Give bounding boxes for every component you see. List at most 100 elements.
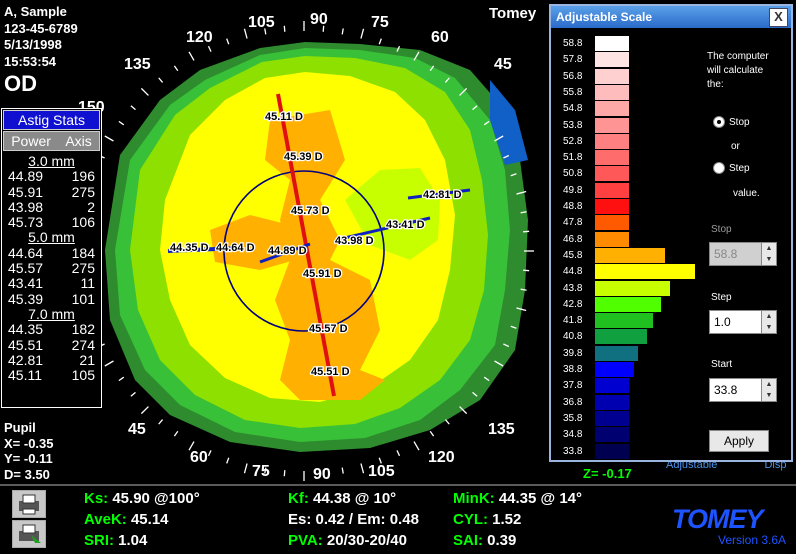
stop-input-value: 58.8 (714, 247, 738, 261)
kf-label: Kf: (288, 490, 309, 507)
astig-row: 45.73 106 (8, 214, 95, 231)
scale-swatch (595, 231, 629, 247)
astig-row: 45.91 275 (8, 183, 95, 200)
axis-label: 45 (128, 421, 146, 438)
reading-label: 45.39 D (284, 151, 323, 163)
scale-value-label: 52.8 (563, 135, 583, 147)
color-scale: 58.8 57.8 56.8 55.8 54.8 53.8 52.8 51.8 50.8 49.8… (551, 36, 711, 459)
scale-swatch (595, 215, 629, 231)
astig-axis: 106 (71, 214, 95, 231)
histogram-bar (629, 247, 666, 263)
scale-swatch (595, 378, 629, 394)
spin-arrows-icon[interactable]: ▲ ▼ (761, 243, 776, 265)
power-axis-toggle[interactable]: Power Axis (3, 131, 100, 151)
astig-axis: 2 (87, 198, 95, 215)
astig-row: 42.81 21 (8, 352, 95, 368)
astig-power: 44.89 (8, 168, 44, 185)
axis-tick (118, 376, 125, 382)
astig-axis: 275 (71, 183, 95, 200)
pupil-x: X= -0.35 (4, 435, 54, 451)
axis-tick (413, 441, 420, 451)
scale-value-label: 37.8 (563, 380, 583, 392)
adjustable-tab[interactable]: Adjustable (666, 459, 718, 471)
astig-stats-button[interactable]: Astig Stats (3, 110, 100, 130)
axis-tick (444, 419, 450, 425)
axis-tick (483, 376, 490, 382)
axis-tick (472, 391, 478, 397)
axis-tick (341, 467, 344, 474)
scale-swatch (595, 345, 629, 361)
astig-axis: 184 (71, 244, 95, 261)
axis-tick (283, 470, 286, 477)
axis-tick (429, 430, 435, 437)
astig-power: 45.57 (8, 260, 44, 277)
step-field-label: Step (711, 292, 732, 303)
axis-label: 75 (371, 14, 389, 31)
spin-arrows-icon[interactable]: ▲ ▼ (761, 311, 776, 333)
close-icon[interactable]: X (769, 8, 788, 27)
exam-date: 5/13/1998 (4, 37, 62, 52)
export-icon[interactable] (12, 520, 46, 548)
spin-arrows-icon[interactable]: ▲ ▼ (761, 379, 776, 401)
axis-button[interactable]: Axis (65, 133, 92, 149)
step-input[interactable]: 1.0 ▲ ▼ (709, 310, 777, 334)
patient-name: A, Sample (4, 4, 67, 19)
scale-value-label: 36.8 (563, 396, 583, 408)
step-radio-label: Step (729, 163, 750, 174)
axis-tick (158, 419, 164, 425)
scale-value-label: 40.8 (563, 331, 583, 343)
scale-value-label: 55.8 (563, 86, 583, 98)
astig-row: 44.35 182 (8, 321, 95, 338)
scale-value-label: 48.8 (563, 201, 583, 212)
step-input-value: 1.0 (714, 315, 731, 329)
start-input[interactable]: 33.8 ▲ ▼ (709, 378, 777, 402)
reading-label: 44.64 D (216, 242, 255, 254)
axis-label: 90 (313, 466, 331, 483)
pupil-d: D= 3.50 (4, 466, 50, 482)
stop-radio-label: Stop (729, 117, 750, 128)
reading-label: 45.11 D (265, 111, 303, 123)
reading-label: 43.98 D (335, 235, 374, 247)
axis-tick (378, 38, 382, 45)
scale-swatch (595, 280, 629, 296)
histogram-bar (629, 345, 639, 361)
sri-value: 1.04 (118, 532, 148, 549)
astig-section-header: 7.0 mm (28, 305, 75, 322)
scale-value-label: 51.8 (563, 152, 583, 164)
axis-tick (158, 77, 164, 83)
stop-input[interactable]: 58.8 ▲ ▼ (709, 242, 777, 266)
astig-power: 44.35 (8, 321, 44, 338)
or-label: or (731, 141, 740, 152)
power-button[interactable]: Power (11, 133, 51, 149)
calc-text: The computer will calculate the: (707, 50, 769, 92)
astig-stats-panel: Astig Stats Power Axis 3.0 mm 44.89 196 45.… (1, 108, 102, 408)
avek-value: 45.14 (130, 511, 169, 528)
stop-radio[interactable] (713, 116, 725, 128)
patient-info: A, Sample 123-45-6789 5/13/1998 15:53:54… (4, 4, 78, 98)
print-icon[interactable] (12, 490, 46, 518)
axis-label: 60 (190, 449, 208, 466)
reading-label: 45.51 D (311, 366, 350, 378)
axis-tick (243, 463, 248, 474)
step-radio[interactable] (713, 162, 725, 174)
axis-tick (413, 51, 420, 61)
astig-power: 45.39 (8, 290, 44, 307)
axis-tick (523, 269, 530, 272)
axis-tick (104, 360, 114, 367)
axis-tick (472, 105, 478, 111)
bottom-bar: Ks: 45.90 @100° Kf: 44.38 @ 10° MinK: 44… (0, 484, 796, 554)
disp-tab[interactable]: Disp (764, 459, 787, 471)
astig-section-header: 3.0 mm (28, 153, 75, 169)
obscured-tabs[interactable]: Adjustable Disp (666, 459, 786, 471)
axis-tick (503, 343, 510, 348)
apply-button[interactable]: Apply (709, 430, 769, 452)
axis-tick (188, 51, 195, 61)
corneal-topography-map[interactable]: 45.11 D 45.39 D 45.73 D 44.35 D 44.64 D … (0, 0, 548, 484)
dialog-title: Adjustable Scale (556, 10, 653, 24)
mink-value: 44.35 @ 14° (498, 490, 583, 507)
axis-tick (173, 65, 179, 72)
dialog-titlebar[interactable]: Adjustable Scale X (551, 6, 791, 28)
astig-row: 44.64 184 (8, 244, 95, 261)
scale-swatch (595, 36, 629, 51)
axis-tick (520, 211, 527, 214)
